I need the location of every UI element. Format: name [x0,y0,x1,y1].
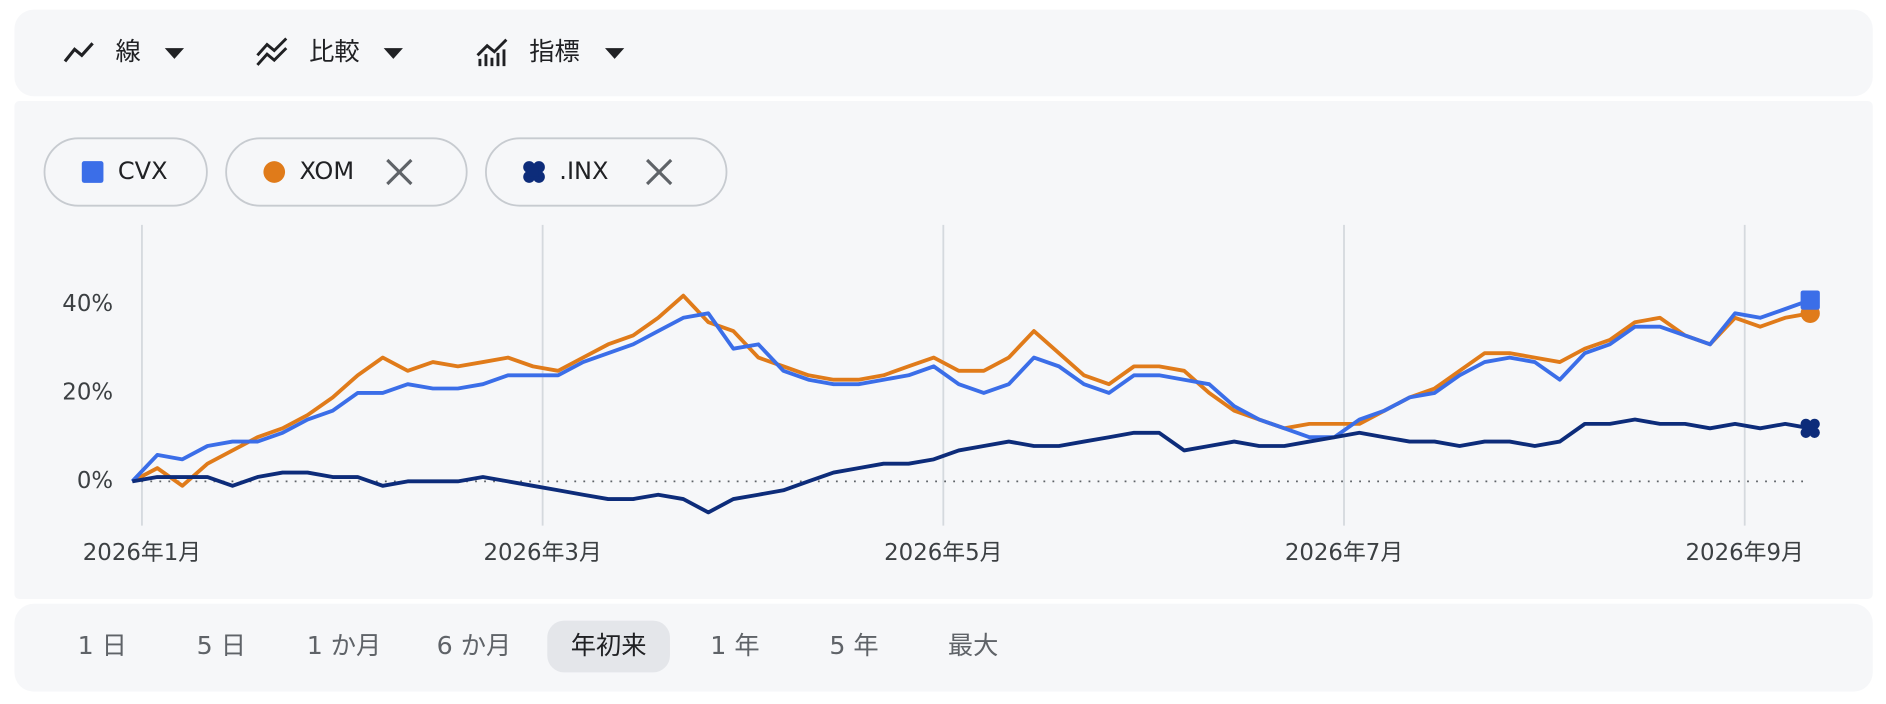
legend-chip[interactable]: .INX [485,137,728,207]
indicator-icon [478,49,506,67]
legend-chip[interactable]: CVX [43,137,208,207]
range-highlight [547,620,670,673]
compare-icon [256,47,288,66]
legend-label: CVX [118,157,168,185]
chip-outline [225,137,468,207]
toolbar-label: 線 [115,37,140,66]
chart-type-button[interactable]: 線 [63,37,185,66]
range-button[interactable]: 最大 [948,631,999,660]
legend: CVX XOM .INX [43,137,728,207]
chip-outline [43,137,208,207]
dropdown-arrow [164,48,185,59]
range-button[interactable]: 1 年 [710,631,759,660]
series-line [131,417,1811,515]
legend-marker [263,161,286,183]
x-tick-label: 2026年7月 [1285,540,1403,566]
y-tick-label: 20% [62,379,113,405]
legend-marker-shape [529,167,539,177]
range-button[interactable]: 1 日 [78,631,127,660]
end-marker-shape [1805,424,1815,433]
range-panel [14,603,1873,692]
compare-button[interactable]: 比較 [256,37,403,66]
end-marker-shape [1800,290,1820,310]
plot: 2026年1月 2026年3月 2026年5月 2026年7月 2026年9月 0% 20%… [62,224,1820,566]
x-tick-label: 2026年3月 [483,540,601,566]
remove-icon[interactable] [386,158,413,186]
dropdown-arrow [605,48,625,59]
legend-chip[interactable]: XOM [225,137,468,207]
range-label: 1 年 [710,631,759,660]
indicator-button[interactable]: 指標 [476,37,625,67]
range-label: 最大 [948,631,999,660]
range-button[interactable]: 6 か月 [437,631,512,660]
range-button[interactable]: 5 年 [829,631,878,660]
range-label: 1 日 [78,631,127,660]
range-label: 年初来 [571,631,647,660]
line-icon [63,42,94,63]
series-line [131,293,1811,488]
legend-marker [81,161,104,183]
x-tick-label: 2026年1月 [83,540,201,566]
range-button[interactable]: 年初来 [547,620,670,673]
legend-marker-shape [263,161,286,183]
range-label: 6 か月 [437,631,512,660]
range-label: 5 年 [829,631,878,660]
range-button[interactable]: 5 日 [197,631,246,660]
range-label: 5 日 [197,631,246,660]
chip-outline [485,137,728,207]
range-button[interactable]: 1 か月 [307,631,382,660]
legend-label: .INX [559,157,608,185]
toolbar-panel [14,9,1873,97]
legend-marker [523,161,545,183]
range-label: 1 か月 [307,631,382,660]
dropdown-arrow [383,48,403,59]
toolbar-label: 指標 [529,37,580,66]
y-tick-label: 0% [77,468,113,494]
range-selector: 1 日 5 日 1 か月 6 か月 年初来 1 年 5 年 最大 [78,620,999,673]
series-line [130,298,1811,483]
toolbar-label: 比較 [309,37,359,66]
remove-icon[interactable] [646,158,673,186]
indicator-icon [476,38,508,57]
x-tick-label: 2026年5月 [884,540,1002,566]
end-marker [1800,290,1820,310]
end-marker [1800,418,1820,438]
legend-label: XOM [300,157,355,185]
y-tick-label: 40% [62,291,113,317]
x-tick-label: 2026年9月 [1686,540,1804,566]
legend-marker-shape [81,161,104,183]
compare-icon [256,37,288,57]
